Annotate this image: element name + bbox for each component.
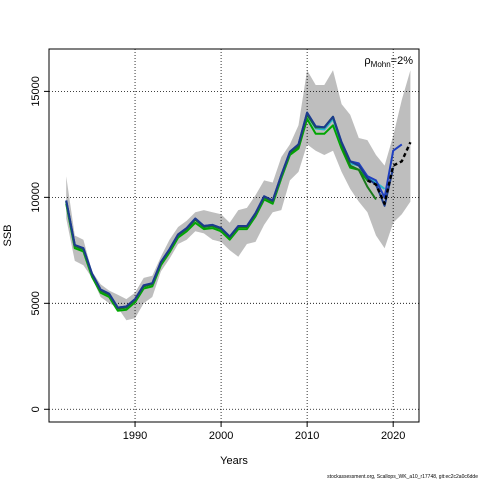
mohn-rho-annotation: ρMohn=2% bbox=[364, 55, 413, 69]
mohn-rho-symbol: ρ bbox=[364, 55, 370, 67]
mohn-rho-value: =2% bbox=[391, 55, 414, 67]
y-axis-ticks: 0 5000 10000 15000 bbox=[30, 76, 49, 412]
x-tick-label: 1990 bbox=[123, 430, 147, 442]
footer-credit: stockassessment.org, Scallops_WK_a10_r17… bbox=[327, 474, 478, 480]
x-tick-label: 2000 bbox=[209, 430, 233, 442]
series-line-6 bbox=[366, 141, 412, 205]
x-axis-ticks: 1990 2000 2010 2020 bbox=[123, 422, 405, 442]
y-tick-label: 5000 bbox=[30, 291, 42, 315]
y-tick-label: 0 bbox=[30, 406, 42, 412]
confidence-band-layer bbox=[66, 70, 411, 321]
mohn-rho-subscript: Mohn bbox=[371, 60, 391, 69]
series-layer bbox=[65, 111, 412, 312]
x-tick-label: 2020 bbox=[381, 430, 405, 442]
y-axis-label: SSB bbox=[2, 224, 14, 246]
series-line-1 bbox=[65, 117, 369, 312]
x-tick-label: 2010 bbox=[295, 430, 319, 442]
y-tick-label: 15000 bbox=[30, 76, 42, 107]
x-axis-label: Years bbox=[220, 455, 248, 467]
plot-frame bbox=[48, 48, 420, 423]
grid-layer bbox=[49, 49, 419, 422]
series-line-5 bbox=[65, 111, 395, 309]
confidence-band bbox=[66, 70, 411, 321]
y-tick-label: 10000 bbox=[30, 182, 42, 213]
